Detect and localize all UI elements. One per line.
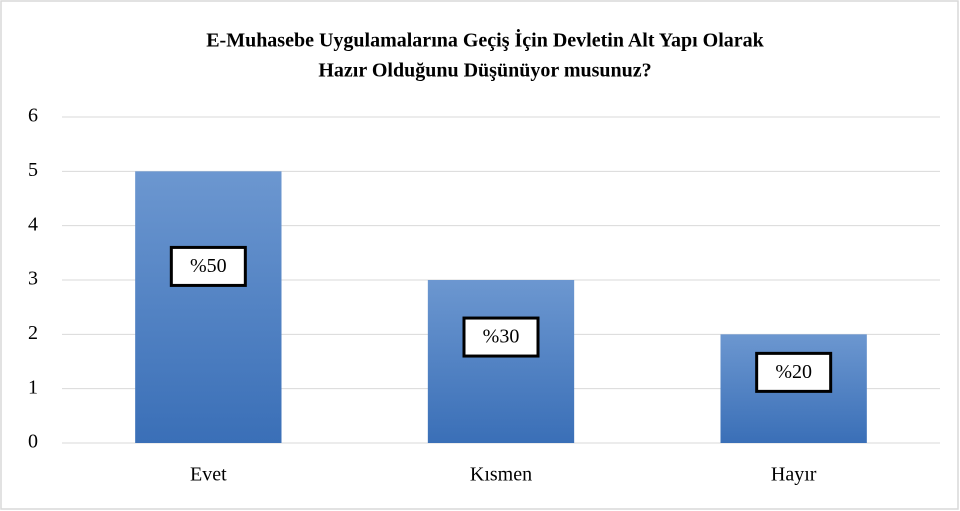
data-label: %20 (775, 361, 812, 383)
x-tick-label: Kısmen (470, 464, 532, 486)
y-tick-label: 4 (28, 213, 38, 235)
data-label-box (169, 245, 247, 287)
data-label-box (755, 351, 833, 393)
y-tick-label: 3 (28, 268, 38, 290)
y-tick-label: 5 (28, 159, 38, 181)
bar (427, 280, 575, 443)
data-label: %30 (483, 326, 520, 348)
chart-title: E-Muhasebe Uygulamalarına Geçiş İçin Dev… (206, 28, 764, 52)
data-label-box (462, 316, 540, 358)
x-tick-label: Hayır (771, 464, 817, 486)
chart-title: Hazır Olduğunu Düşünüyor musunuz? (318, 60, 651, 82)
y-tick-label: 0 (28, 431, 38, 453)
y-tick-label: 2 (28, 322, 38, 344)
y-tick-label: 1 (28, 376, 38, 398)
data-label: %50 (190, 255, 227, 277)
y-tick-label: 6 (28, 105, 38, 127)
x-tick-label: Evet (190, 464, 227, 486)
bar (135, 171, 282, 444)
